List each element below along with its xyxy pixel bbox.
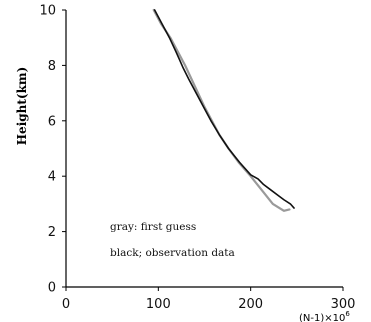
- x-tick-label: 200: [238, 297, 263, 312]
- first-guess-line: [152, 8, 291, 212]
- y-tick-label: 10: [39, 4, 56, 19]
- legend-item-gray: gray: first guess: [110, 221, 196, 233]
- axes: [65, 10, 343, 288]
- x-tick-label: 300: [331, 297, 356, 312]
- x-tick-label: 100: [146, 297, 171, 312]
- legend-item-black: black; observation data: [110, 247, 235, 259]
- y-tick-label: 6: [48, 114, 56, 129]
- x-tick-label: 0: [62, 297, 70, 312]
- observation-data-line: [153, 9, 295, 209]
- y-tick-label: 4: [48, 170, 56, 185]
- y-tick-label: 8: [48, 59, 56, 74]
- series: [152, 8, 295, 212]
- y-tick-label: 0: [48, 281, 56, 296]
- legend: gray: first guess black; observation dat…: [110, 221, 235, 259]
- y-axis-title: Height(km): [15, 67, 29, 146]
- x-axis-title: (N-1)×106: [299, 310, 350, 322]
- y-tick-label: 2: [48, 225, 56, 240]
